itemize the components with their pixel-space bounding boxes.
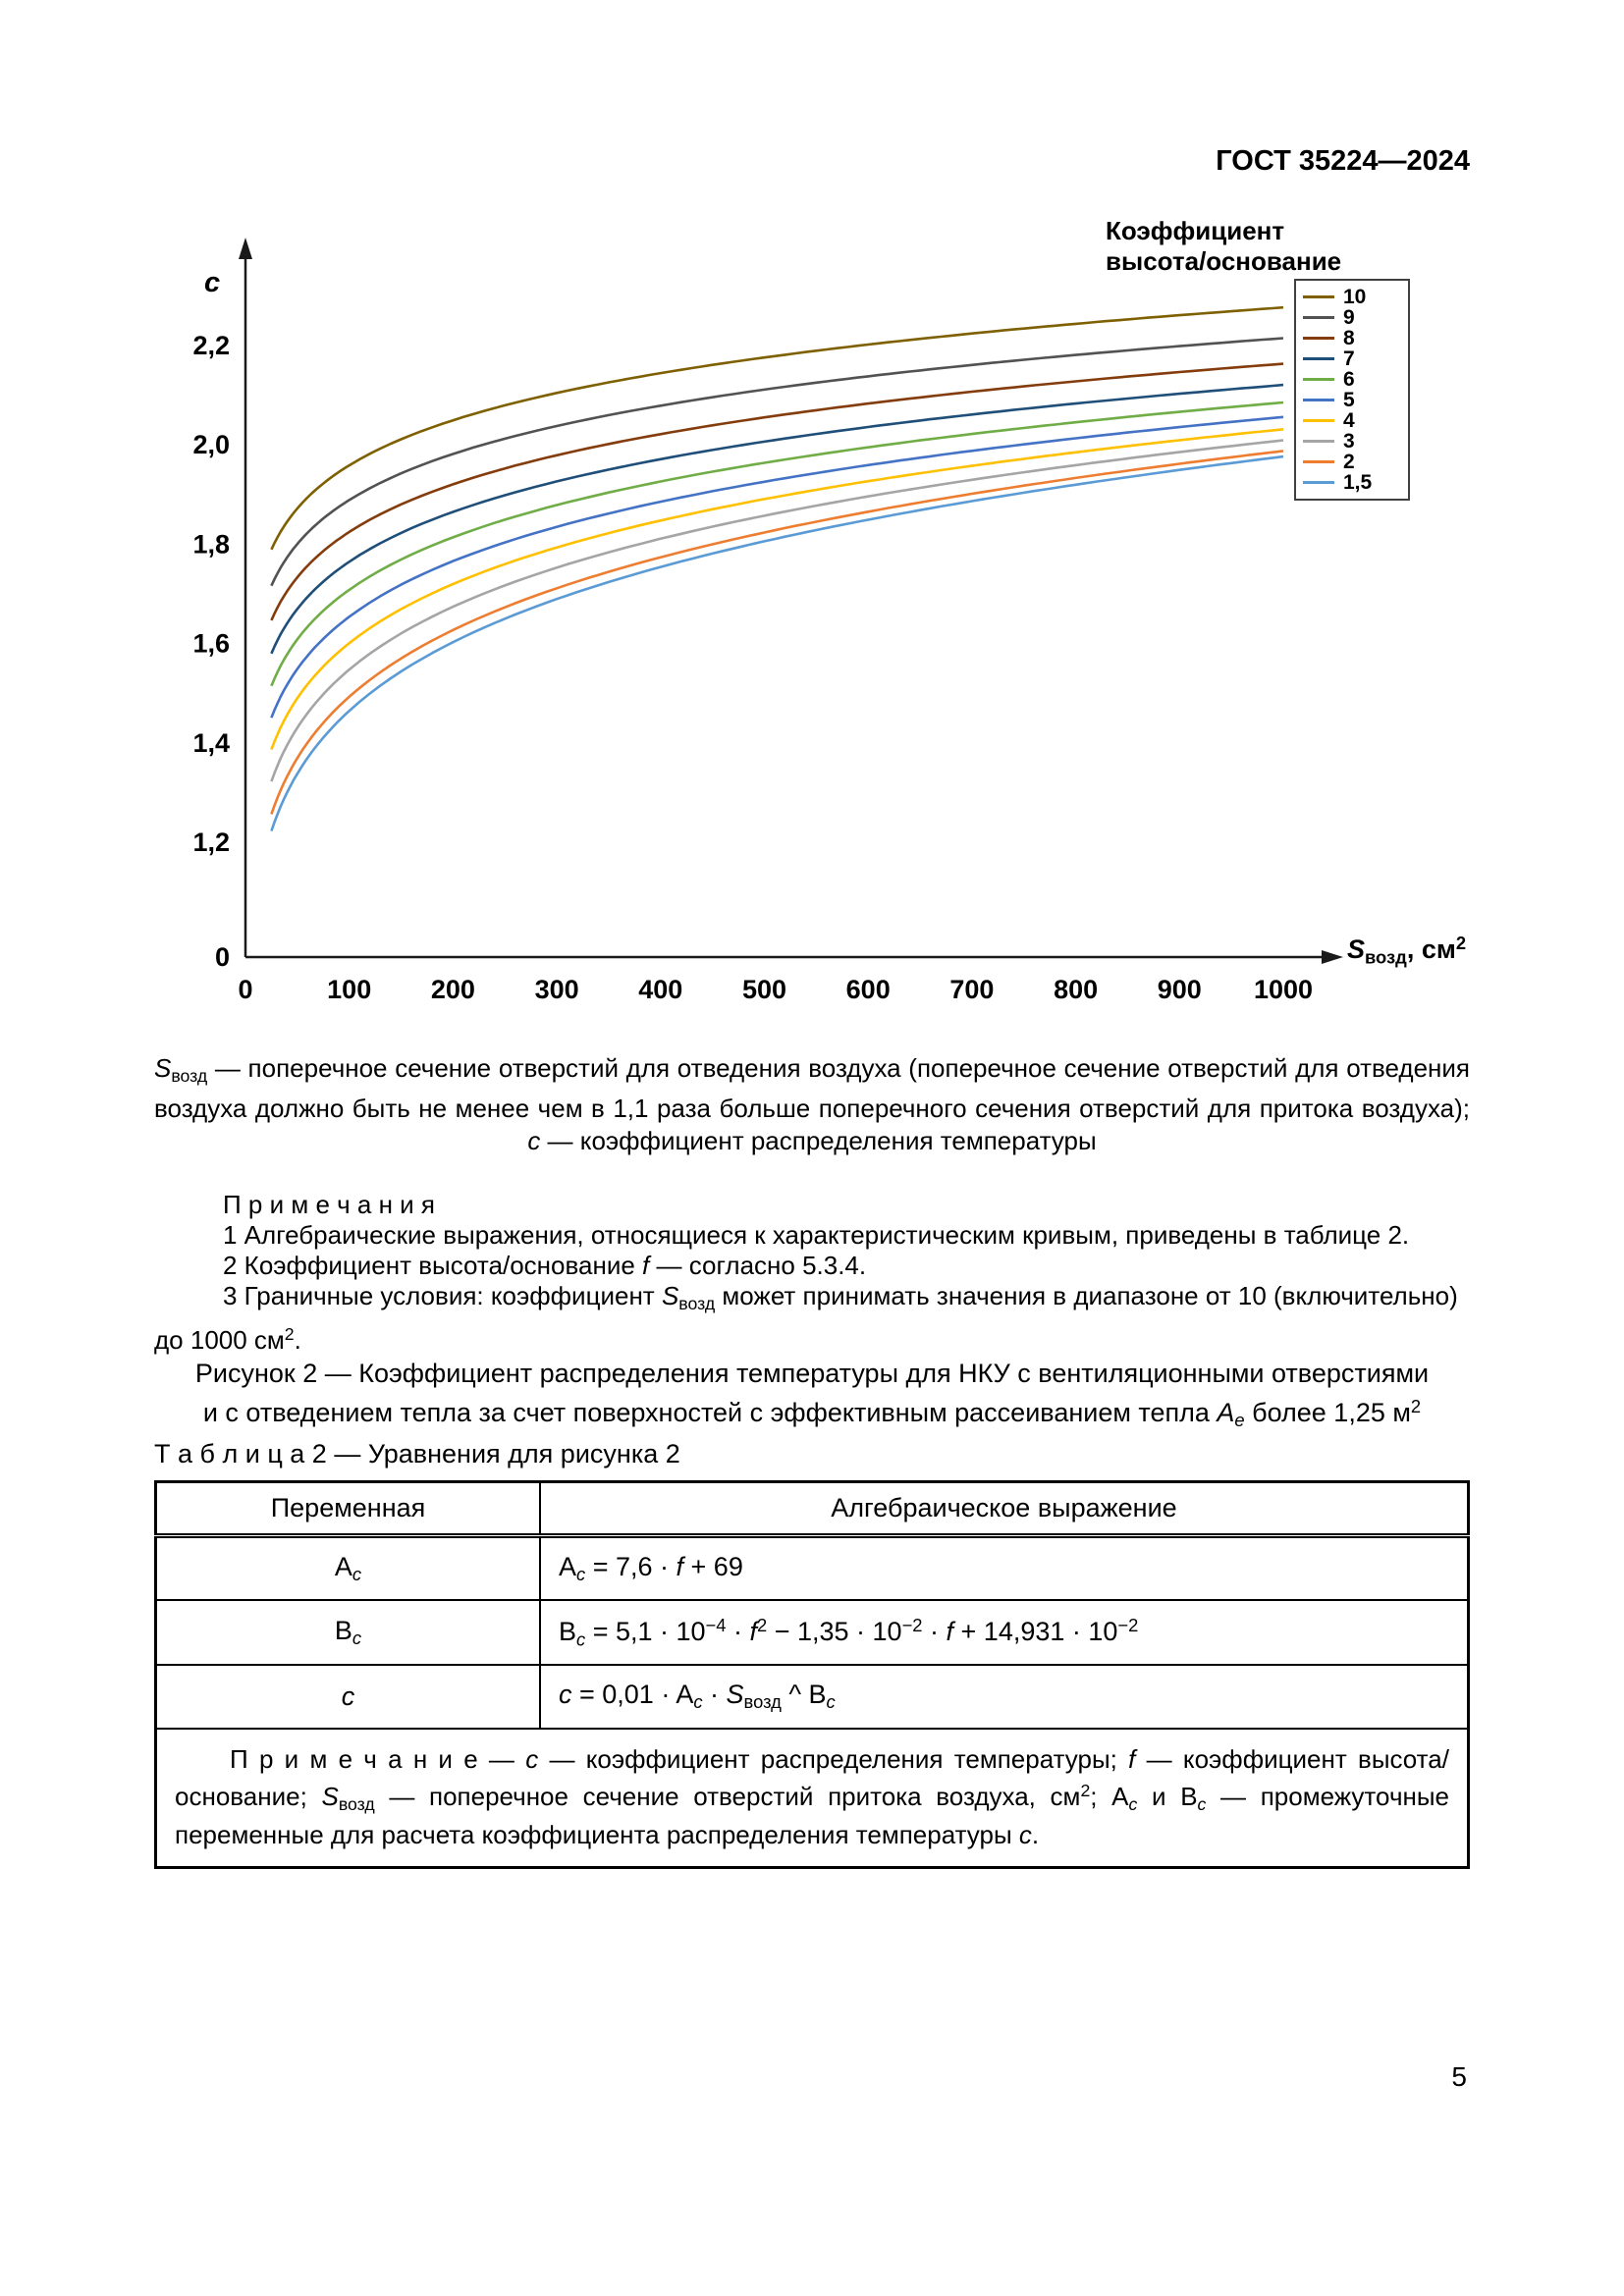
- legend-item: 4: [1303, 410, 1402, 431]
- notes-block: П р и м е ч а н и я 1 Алгебраические выр…: [154, 1190, 1470, 1356]
- series-curve-f-7: [270, 383, 1284, 655]
- legend-line-swatch: [1303, 295, 1334, 298]
- legend-line-swatch: [1303, 419, 1334, 422]
- note-item-2: 2 Коэффициент высота/основание f — согла…: [223, 1251, 867, 1280]
- expression-cell-c: c = 0,01 · Ac · Sвозд ^ Bc: [539, 1664, 1470, 1730]
- legend-line-swatch: [1303, 440, 1334, 443]
- x-axis-label: Sвозд, см2: [1347, 933, 1467, 968]
- x-tick-label: 900: [1158, 975, 1202, 1004]
- x-tick-label: 100: [327, 975, 371, 1004]
- legend-label: 10: [1343, 286, 1367, 308]
- legend-item: 10: [1303, 287, 1402, 307]
- figure-2-chart: 0 100 200 300 400 500 600 700 800 900 1000 2,2 2,0 1,…: [0, 177, 1624, 1011]
- x-tick-label: 800: [1054, 975, 1098, 1004]
- legend-item: 8: [1303, 328, 1402, 348]
- table-note-row: П р и м е ч а н и е — c — коэффициент ра…: [154, 1727, 1470, 1869]
- legend-item: 1,5: [1303, 472, 1402, 493]
- legend-label: 8: [1343, 327, 1355, 349]
- variable-cell-ac: Ac: [154, 1534, 541, 1602]
- legend-line-swatch: [1303, 481, 1334, 484]
- table-header-row: Переменная Алгебраическое выражение: [154, 1480, 1470, 1538]
- x-axis-arrow: [1322, 950, 1343, 964]
- series-curve-f-5: [270, 415, 1284, 719]
- table-row: Ac Ac = 7,6 · f + 69: [154, 1534, 1470, 1602]
- column-header-expression: Алгебраическое выражение: [539, 1480, 1470, 1538]
- page-number: 5: [1451, 2061, 1467, 2092]
- legend-item: 2: [1303, 452, 1402, 472]
- x-tick-label: 500: [742, 975, 786, 1004]
- x-tick-label: 700: [949, 975, 994, 1004]
- series-curve-f-8: [270, 362, 1284, 621]
- x-tick-label: 200: [431, 975, 475, 1004]
- legend-item: 5: [1303, 390, 1402, 410]
- document-number-header: ГОСТ 35224—2024: [1216, 145, 1470, 177]
- y-tick-label: 1,8: [192, 529, 230, 559]
- y-tick-label: 1,6: [192, 629, 230, 659]
- series-curve-f-3: [270, 439, 1284, 782]
- x-tick-label: 300: [535, 975, 579, 1004]
- legend-title: Коэффициент высота/основание: [1106, 216, 1342, 276]
- y-tick-label: 2,2: [192, 331, 230, 360]
- x-tick-label: 1000: [1254, 975, 1313, 1004]
- y-axis-label: с: [204, 267, 221, 298]
- series-curve-f-6: [270, 400, 1284, 687]
- chart-legend: 10 9 8 7 6 5 4 3 2 1,5: [1294, 279, 1410, 501]
- expression-cell-bc: Bc = 5,1 · 10−4 · f2 − 1,35 · 10−2 · f +…: [539, 1599, 1470, 1667]
- legend-label: 2: [1343, 451, 1355, 473]
- column-header-variable: Переменная: [154, 1480, 541, 1538]
- legend-line-swatch: [1303, 460, 1334, 463]
- note-item-1: 1 Алгебраические выражения, относящиеся …: [223, 1220, 1410, 1250]
- legend-item: 6: [1303, 369, 1402, 390]
- y-tick-label: 0: [215, 942, 230, 972]
- legend-label: 1,5: [1343, 471, 1373, 494]
- x-tick-label: 400: [638, 975, 682, 1004]
- y-tick-label: 2,0: [192, 430, 230, 459]
- table-row: Bc Bc = 5,1 · 10−4 · f2 − 1,35 · 10−2 · …: [154, 1599, 1470, 1667]
- expression-cell-ac: Ac = 7,6 · f + 69: [539, 1534, 1470, 1602]
- x-tick-label: 0: [238, 975, 252, 1004]
- legend-label: 9: [1343, 306, 1355, 329]
- series-curve-f-1,5: [270, 454, 1284, 832]
- legend-line-swatch: [1303, 399, 1334, 401]
- y-axis-arrow: [239, 238, 252, 259]
- legend-label: 5: [1343, 389, 1355, 411]
- equations-table: Переменная Алгебраическое выражение Ac A…: [154, 1480, 1470, 1870]
- series-curve-f-2: [270, 450, 1284, 815]
- legend-label: 7: [1343, 347, 1355, 370]
- legend-item: 9: [1303, 307, 1402, 328]
- figure-caption-line-1: Рисунок 2 — Коэффициент распределения те…: [194, 1359, 1430, 1388]
- note-item-3: 3 Граничные условия: коэффициент Sвозд м…: [154, 1281, 1458, 1355]
- legend-item: 7: [1303, 348, 1402, 369]
- figure-caption-line-2: и с отведением тепла за счет поверхносте…: [202, 1396, 1422, 1431]
- legend-label: 3: [1343, 430, 1355, 453]
- series-curve-f-10: [270, 305, 1284, 551]
- table-note: П р и м е ч а н и е — c — коэффициент ра…: [154, 1727, 1470, 1869]
- legend-item: 3: [1303, 431, 1402, 452]
- legend-label: 4: [1343, 409, 1355, 432]
- notes-heading: П р и м е ч а н и я: [223, 1190, 435, 1219]
- legend-label: 6: [1343, 368, 1355, 391]
- variable-cell-bc: Bc: [154, 1599, 541, 1667]
- x-tick-label: 600: [846, 975, 891, 1004]
- y-tick-label: 1,2: [192, 828, 230, 857]
- variable-cell-c: c: [154, 1664, 541, 1730]
- table-2-title: Т а б л и ц а 2 — Уравнения для рисунка …: [154, 1439, 680, 1468]
- series-curve-f-9: [270, 337, 1284, 587]
- legend-line-swatch: [1303, 316, 1334, 319]
- figure-explanation-text: Sвозд — поперечное сечение отверстий для…: [154, 1053, 1470, 1155]
- series-curve-f-4: [270, 428, 1284, 750]
- figure-caption: Рисунок 2 — Коэффициент распределения те…: [154, 1357, 1470, 1437]
- legend-line-swatch: [1303, 378, 1334, 381]
- legend-line-swatch: [1303, 357, 1334, 360]
- chart-canvas: 0 100 200 300 400 500 600 700 800 900 1000 2,2 2,0 1,…: [192, 238, 1343, 1004]
- table-row: c c = 0,01 · Ac · Sвозд ^ Bc: [154, 1664, 1470, 1730]
- legend-line-swatch: [1303, 337, 1334, 340]
- y-tick-label: 1,4: [192, 728, 230, 758]
